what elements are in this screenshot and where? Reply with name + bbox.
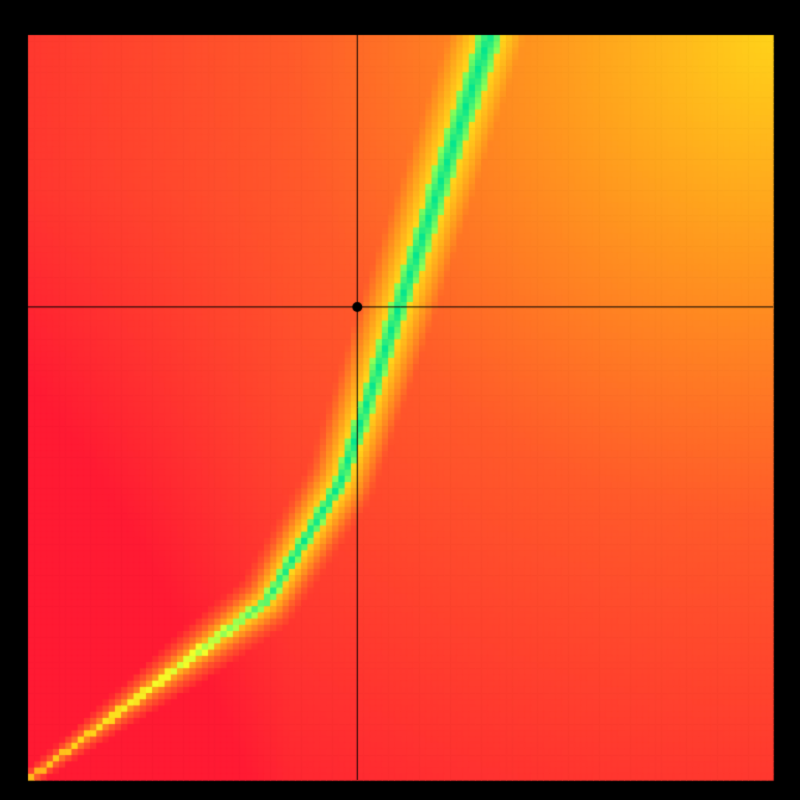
chart-container: TheBottleneck.com [0, 0, 800, 800]
heatmap-canvas [0, 0, 800, 800]
